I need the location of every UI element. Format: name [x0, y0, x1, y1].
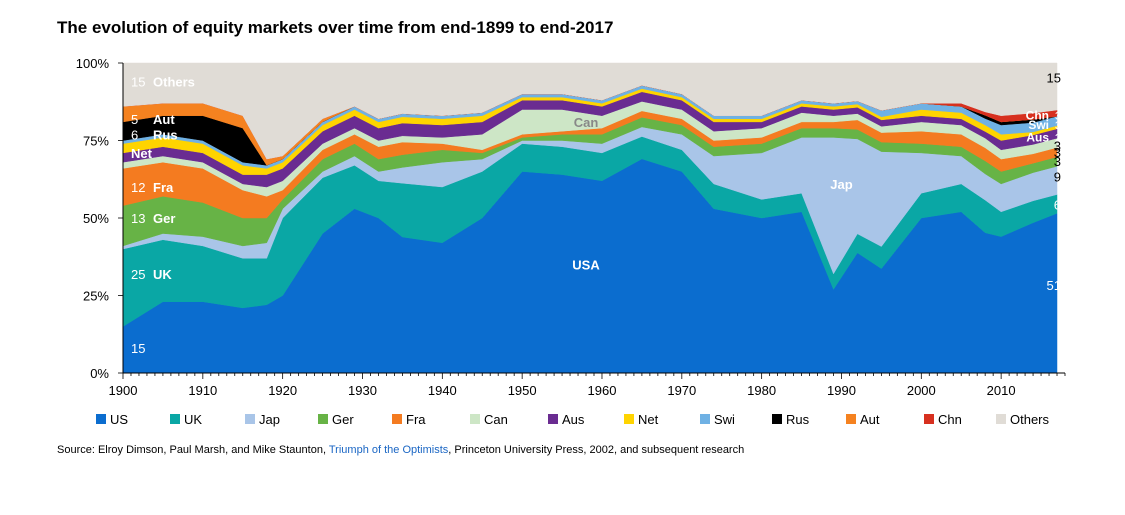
- x-tick-label: 1940: [428, 383, 457, 398]
- start-value-label: 15: [131, 341, 145, 356]
- start-name-label: Others: [153, 75, 195, 90]
- y-tick-label: 100%: [76, 56, 110, 71]
- end-value-label: 6: [1054, 198, 1061, 213]
- x-tick-label: 1900: [109, 383, 138, 398]
- end-value-label: 15: [1047, 71, 1061, 86]
- legend-swatch-aut: [846, 414, 856, 424]
- legend-label-swi: Swi: [714, 412, 735, 427]
- y-tick-label: 75%: [83, 134, 109, 149]
- legend-label-uk: UK: [184, 412, 202, 427]
- source-note: Source: Elroy Dimson, Paul Marsh, and Mi…: [57, 444, 744, 456]
- x-tick-label: 1960: [588, 383, 617, 398]
- start-value-label: 6: [131, 127, 138, 142]
- start-name-label: UK: [153, 267, 172, 282]
- x-tick-label: 2000: [907, 383, 936, 398]
- annotation-jap: Jap: [830, 177, 852, 192]
- legend-swatch-aus: [548, 414, 558, 424]
- source-prefix: Source: Elroy Dimson, Paul Marsh, and Mi…: [57, 444, 329, 456]
- legend-swatch-uk: [170, 414, 180, 424]
- legend-swatch-ger: [318, 414, 328, 424]
- start-name-label: Fra: [153, 180, 174, 195]
- x-tick-label: 1950: [508, 383, 537, 398]
- legend-swatch-can: [470, 414, 480, 424]
- legend-swatch-others: [996, 414, 1006, 424]
- end-value-label: 3: [1055, 120, 1061, 132]
- end-value-label: 9: [1054, 170, 1061, 185]
- legend-label-us: US: [110, 412, 128, 427]
- start-value-label: 12: [131, 180, 145, 195]
- start-value-label: 15: [131, 75, 145, 90]
- legend-swatch-swi: [700, 414, 710, 424]
- legend-label-aut: Aut: [860, 412, 880, 427]
- legend-label-aus: Aus: [562, 412, 585, 427]
- start-name-label: Net: [131, 146, 153, 161]
- legend-label-rus: Rus: [786, 412, 810, 427]
- legend-swatch-rus: [772, 414, 782, 424]
- end-name-label: Swi: [1028, 118, 1049, 132]
- start-value-label: 5: [131, 112, 138, 127]
- y-tick-label: 0%: [90, 366, 109, 381]
- start-name-label: Aut: [153, 112, 175, 127]
- legend-label-can: Can: [484, 412, 508, 427]
- x-tick-label: 1910: [188, 383, 217, 398]
- stacked-area-chart: 1900 1910 1920 1930 1940 1950 1960 1970 1980 1990…: [76, 56, 1066, 427]
- x-tick-label: 1930: [348, 383, 377, 398]
- end-value-label: 3: [1054, 145, 1061, 160]
- x-tick-label: 1970: [667, 383, 696, 398]
- legend-swatch-chn: [924, 414, 934, 424]
- area-others: [122, 62, 1058, 160]
- y-tick-label: 50%: [83, 211, 109, 226]
- legend-label-chn: Chn: [938, 412, 962, 427]
- y-tick-label: 25%: [83, 289, 109, 304]
- legend-label-net: Net: [638, 412, 659, 427]
- x-tick-label: 1980: [747, 383, 776, 398]
- start-value-label: 13: [131, 211, 145, 226]
- legend-label-ger: Ger: [332, 412, 354, 427]
- end-value-label: 3: [1054, 154, 1061, 169]
- start-name-label: Rus: [153, 127, 178, 142]
- start-value-label: 25: [131, 267, 145, 282]
- x-tick-label: 2010: [987, 383, 1016, 398]
- annotation-usa: USA: [572, 258, 600, 273]
- end-name-label: Chn: [1026, 109, 1049, 123]
- annotation-can: Can: [574, 115, 599, 130]
- end-value-label: 3: [1054, 139, 1061, 154]
- legend-swatch-net: [624, 414, 634, 424]
- legend-swatch-fra: [392, 414, 402, 424]
- start-name-label: Ger: [153, 211, 175, 226]
- legend-swatch-jap: [245, 414, 255, 424]
- legend-swatch-us: [96, 414, 106, 424]
- chart-title: The evolution of equity markets over tim…: [57, 18, 614, 37]
- x-tick-label: 1990: [827, 383, 856, 398]
- end-value-label: 2: [1055, 132, 1061, 144]
- end-value-label: 3: [1055, 111, 1061, 123]
- end-value-label: 51: [1047, 278, 1061, 293]
- legend-label-others: Others: [1010, 412, 1050, 427]
- x-tick-label: 1920: [268, 383, 297, 398]
- legend-label-jap: Jap: [259, 412, 280, 427]
- source-suffix: , Princeton University Press, 2002, and …: [448, 444, 745, 456]
- legend-label-fra: Fra: [406, 412, 426, 427]
- source-link[interactable]: Triumph of the Optimists: [328, 444, 449, 456]
- end-name-label: Aus: [1026, 130, 1049, 144]
